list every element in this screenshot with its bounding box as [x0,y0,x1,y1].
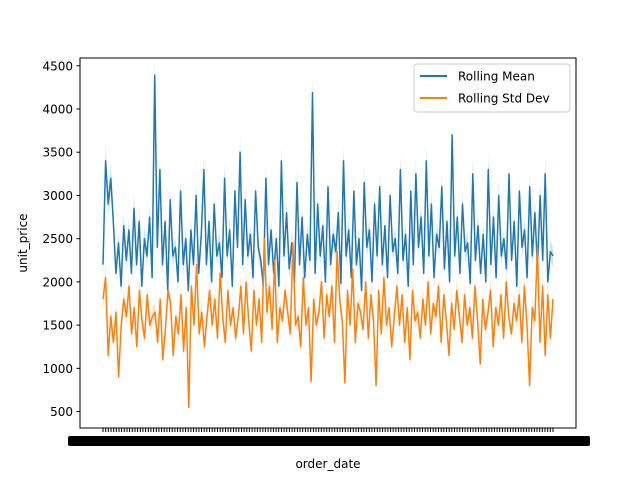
y-tick-label: 1500 [42,319,73,333]
y-tick-label: 3000 [42,189,73,203]
y-tick-label: 4000 [42,103,73,117]
y-tick-label: 2000 [42,275,73,289]
plot-area-background [80,58,576,428]
x-axis-label: order_date [295,457,360,471]
plot-frame [79,57,577,429]
y-tick-label: 3500 [42,146,73,160]
legend: Rolling Mean Rolling Std Dev [413,63,571,113]
x-tick-labels-overlapped [68,436,590,446]
series-lines [102,74,554,409]
y-tick-label: 2500 [42,232,73,246]
legend-label: Rolling Std Dev [458,92,550,106]
x-ticks [102,428,554,432]
y-axis: 500 1000 1500 2000 2500 3000 3500 4000 4500 [42,59,80,419]
series-line [102,237,554,409]
series-line [102,74,554,292]
y-tick-label: 1000 [42,362,73,376]
y-tick-label: 4500 [42,59,73,73]
legend-box [413,63,571,113]
y-axis-label: unit_price [16,213,30,272]
y-tick-label: 500 [50,405,73,419]
x-axis [68,428,590,446]
legend-label: Rolling Mean [458,70,535,84]
